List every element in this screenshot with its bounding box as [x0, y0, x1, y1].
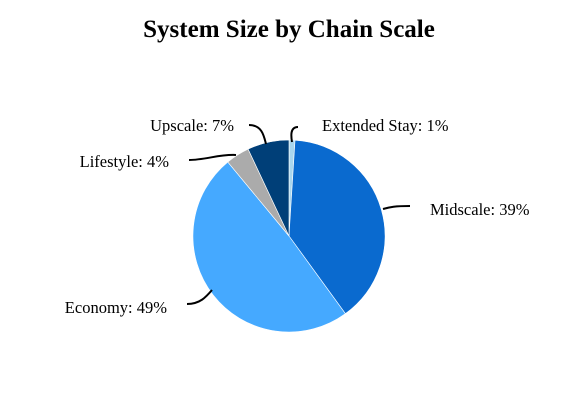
slice-label-0: Extended Stay: 1%	[322, 116, 449, 135]
pie-slice-4	[247, 139, 290, 237]
pie-slice-2	[192, 161, 346, 333]
slice-label-3: Lifestyle: 4%	[80, 152, 170, 171]
pie-slice-1	[288, 139, 386, 315]
leader-line-3	[188, 153, 237, 161]
slice-label-2: Economy: 49%	[65, 298, 167, 317]
leader-line-4	[248, 124, 267, 145]
leader-line-0	[290, 126, 299, 143]
leader-line-1	[382, 205, 411, 210]
chart-title: System Size by Chain Scale	[143, 16, 435, 43]
leader-line-2	[186, 289, 213, 305]
slice-label-1: Midscale: 39%	[430, 200, 530, 219]
slice-label-4: Upscale: 7%	[150, 116, 234, 135]
